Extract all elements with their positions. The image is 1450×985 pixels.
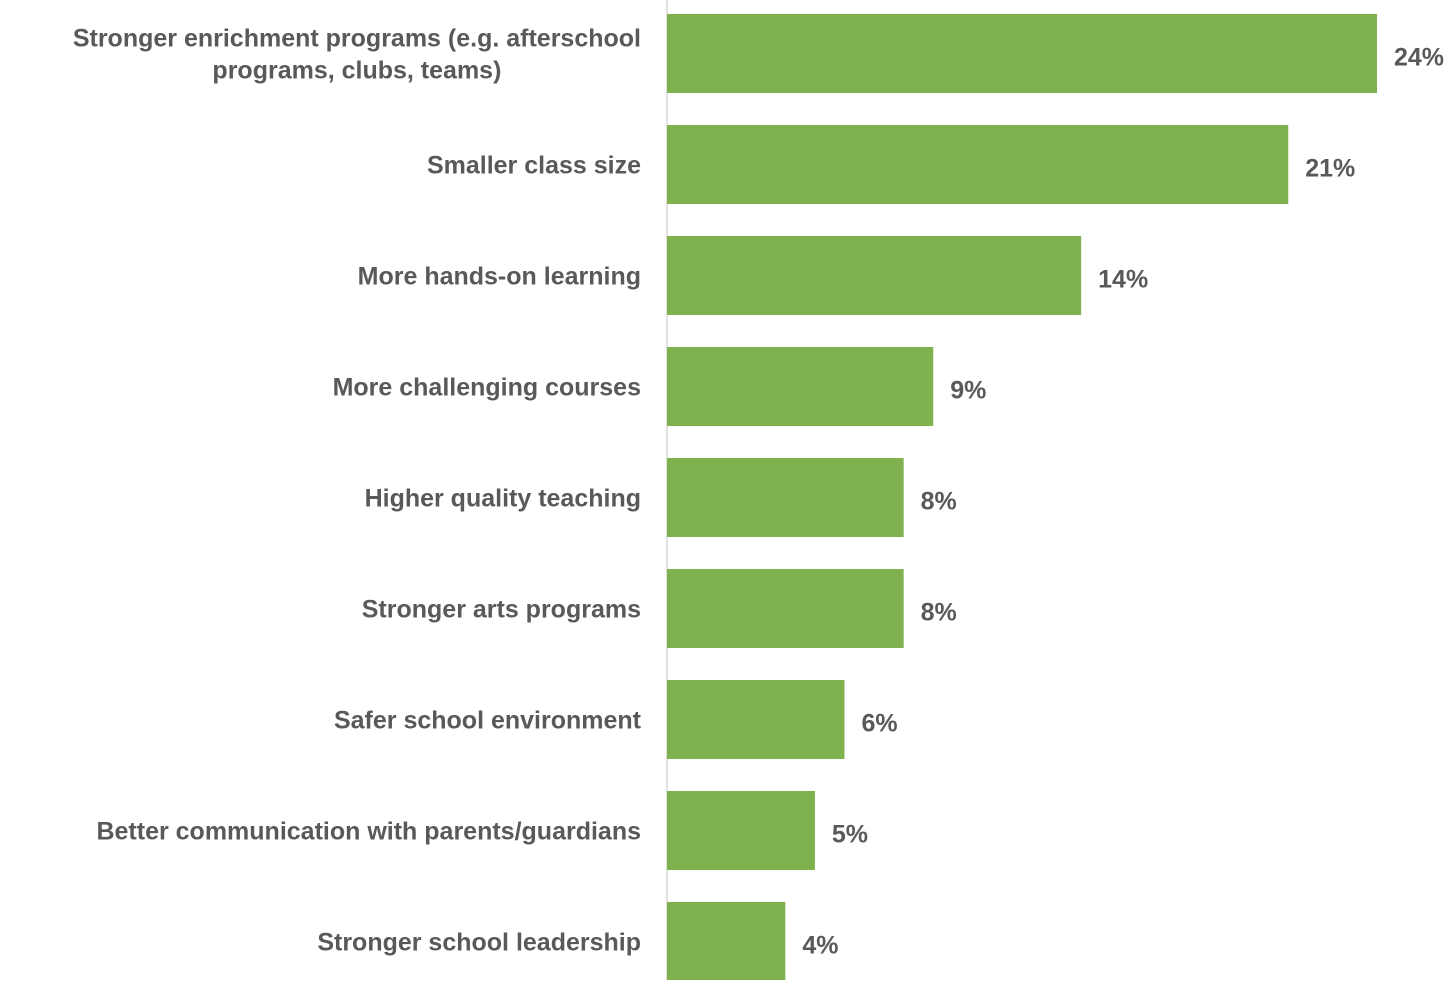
category-label: More challenging courses xyxy=(333,373,641,401)
data-label: 6% xyxy=(862,709,898,737)
category-label: More hands-on learning xyxy=(358,262,641,290)
bar xyxy=(667,458,904,537)
category-label-line: Higher quality teaching xyxy=(365,484,641,512)
category-label: Safer school environment xyxy=(334,706,642,734)
bar xyxy=(667,14,1377,93)
category-label: Stronger enrichment programs (e.g. after… xyxy=(73,24,641,84)
data-labels: 24% 21% 14% 9% 8% 8% 6% 5% 4% xyxy=(802,43,1444,959)
category-label-line: Smaller class size xyxy=(427,151,641,179)
data-label: 8% xyxy=(921,487,957,515)
bar xyxy=(667,236,1082,315)
bar xyxy=(667,902,786,981)
category-label-line: Better communication with parents/guardi… xyxy=(96,817,641,845)
bar xyxy=(667,125,1289,204)
category-label: Better communication with parents/guardi… xyxy=(96,817,641,845)
category-label: Higher quality teaching xyxy=(365,484,641,512)
data-label: 21% xyxy=(1305,154,1355,182)
category-label: Smaller class size xyxy=(427,151,641,179)
category-label-line: programs, clubs, teams) xyxy=(212,56,501,84)
category-label-line: Stronger school leadership xyxy=(317,928,641,956)
bars-layer xyxy=(667,14,1377,981)
data-label: 5% xyxy=(832,820,868,848)
category-label-line: Stronger enrichment programs (e.g. after… xyxy=(73,24,641,52)
category-label-line: Safer school environment xyxy=(334,706,642,734)
data-label: 14% xyxy=(1098,265,1148,293)
category-label: Stronger school leadership xyxy=(317,928,641,956)
data-label: 4% xyxy=(802,931,838,959)
category-label-line: More hands-on learning xyxy=(358,262,641,290)
category-label-line: Stronger arts programs xyxy=(362,595,641,623)
data-label: 9% xyxy=(950,376,986,404)
category-label-line: More challenging courses xyxy=(333,373,641,401)
category-label: Stronger arts programs xyxy=(362,595,641,623)
data-label: 8% xyxy=(921,598,957,626)
bar xyxy=(667,791,815,870)
bar xyxy=(667,347,934,426)
bar xyxy=(667,569,904,648)
category-labels: Stronger enrichment programs (e.g. after… xyxy=(73,24,642,956)
data-label: 24% xyxy=(1394,43,1444,71)
bar xyxy=(667,680,845,759)
